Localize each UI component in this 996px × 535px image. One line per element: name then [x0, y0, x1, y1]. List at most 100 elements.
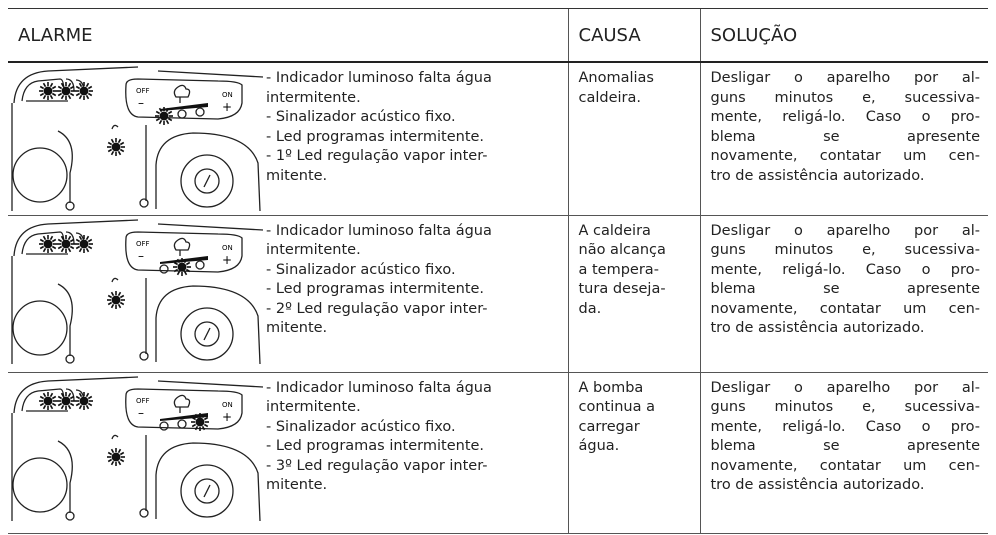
led-ray [49, 235, 54, 240]
led-ray [191, 416, 197, 420]
panel-buttons [21, 230, 85, 255]
led-ray [57, 238, 63, 242]
text-line: mitente. [266, 477, 328, 493]
led-ray [60, 82, 65, 88]
level-bar [160, 255, 208, 264]
water-icon [111, 277, 119, 282]
knob-housing [155, 284, 261, 364]
led-ray [69, 85, 75, 90]
led-ray [167, 110, 173, 115]
led-ray [75, 92, 81, 97]
led-ray [78, 392, 83, 397]
led-ray [42, 235, 47, 240]
led-ray [110, 460, 115, 465]
text-line: mente, religá-lo. Caso o pro- [710, 109, 981, 125]
led-ray [165, 107, 170, 113]
text-line: - Led programas intermitente. [266, 281, 485, 297]
led-ray [78, 82, 83, 88]
text-line: não alcança [578, 242, 666, 258]
table-body: OFF – ON + - Indicador luminoso falta água in… [8, 62, 988, 534]
on-label: ON [222, 91, 233, 99]
led-ray [155, 110, 161, 115]
led-ray [57, 402, 63, 406]
led-core [195, 417, 205, 426]
text-line: novamente, contatar um cen- [710, 300, 981, 317]
led-ray [87, 402, 93, 406]
led-ray [155, 117, 161, 122]
led [195, 259, 205, 270]
led-core [43, 86, 53, 96]
plus-label: + [222, 100, 232, 114]
led-ray [119, 294, 125, 298]
led-ray [176, 270, 181, 275]
steam-icon [173, 394, 191, 413]
text-line: A bomba [578, 379, 644, 396]
led-ray [85, 392, 90, 397]
led-ray [67, 247, 72, 252]
led-ray [110, 303, 115, 308]
led-ray [69, 238, 75, 242]
led-ray [69, 395, 75, 399]
text-line: - 3º Led regulação vapor inter- [266, 457, 488, 474]
knob-inner [194, 477, 220, 504]
led-ray [194, 425, 199, 430]
panel-buttons [21, 78, 85, 102]
led-ray [107, 458, 113, 462]
alarme-text: - Indicador luminoso falta água intermite… [266, 216, 492, 366]
blinking-led [173, 257, 191, 276]
led-ray [51, 92, 57, 97]
knob-mark [203, 327, 211, 340]
led-ray [107, 141, 113, 146]
left-button [12, 147, 68, 203]
led-ray [85, 235, 90, 240]
led-ray [42, 82, 47, 88]
led [159, 263, 169, 274]
led-core [43, 239, 53, 248]
blinking-led [57, 234, 75, 253]
text-line: mitente. [266, 167, 328, 184]
led-ray [87, 238, 93, 242]
alarm-row: OFF – ON + - Indicador luminoso falta água in… [8, 62, 988, 216]
led-ray [87, 92, 93, 97]
led-ray [49, 247, 54, 252]
text-line: guns minutos e, sucessiva- [710, 242, 981, 258]
minus-label: – [138, 249, 144, 263]
off-label: OFF [136, 240, 150, 248]
blinking-led [75, 82, 93, 100]
blinking-led [39, 82, 57, 100]
text-line: Desligar o aparelho por al- [710, 222, 981, 239]
led-ray [49, 392, 54, 397]
blinking-led [191, 412, 209, 431]
left-cable [57, 439, 73, 513]
blinking-led [75, 234, 93, 253]
led-ray [60, 404, 65, 409]
text-line: tro de assistência autorizado. [710, 320, 925, 336]
led-core [111, 295, 121, 304]
knob-outer [180, 154, 234, 208]
blinking-led [107, 290, 125, 309]
led-ray [57, 395, 63, 399]
led-ray [119, 301, 125, 305]
control-panel-diagram: OFF– ON+ [11, 375, 264, 521]
left-cable [57, 282, 73, 356]
blinking-led [57, 82, 75, 100]
text-line: intermitente. [266, 89, 361, 106]
text-line: caldeira. [578, 89, 642, 106]
led-ray [78, 404, 83, 409]
solucao-cell: Desligar o aparelho por al-guns minutos … [699, 215, 988, 373]
blinking-led [107, 447, 125, 466]
led-core [43, 396, 53, 405]
text-line: - Sinalizador acústico fixo. [266, 109, 456, 125]
led-core [79, 396, 89, 405]
led-ray [201, 413, 206, 418]
led-core [79, 86, 89, 96]
led-ray [110, 150, 115, 156]
text-line: tro de assistência autorizado. [710, 167, 925, 184]
led-ray [39, 395, 45, 399]
alarm-table: ALARME CAUSA SOLUÇÃO OFF – ON + - Indicador … [8, 8, 988, 534]
off-label: OFF [136, 87, 150, 95]
led-ray [49, 404, 54, 409]
led-ray [39, 92, 45, 97]
led-ray [119, 458, 125, 462]
text-line: blema se apresente [710, 438, 981, 454]
